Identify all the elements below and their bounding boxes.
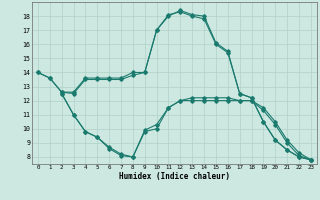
X-axis label: Humidex (Indice chaleur): Humidex (Indice chaleur) — [119, 172, 230, 181]
